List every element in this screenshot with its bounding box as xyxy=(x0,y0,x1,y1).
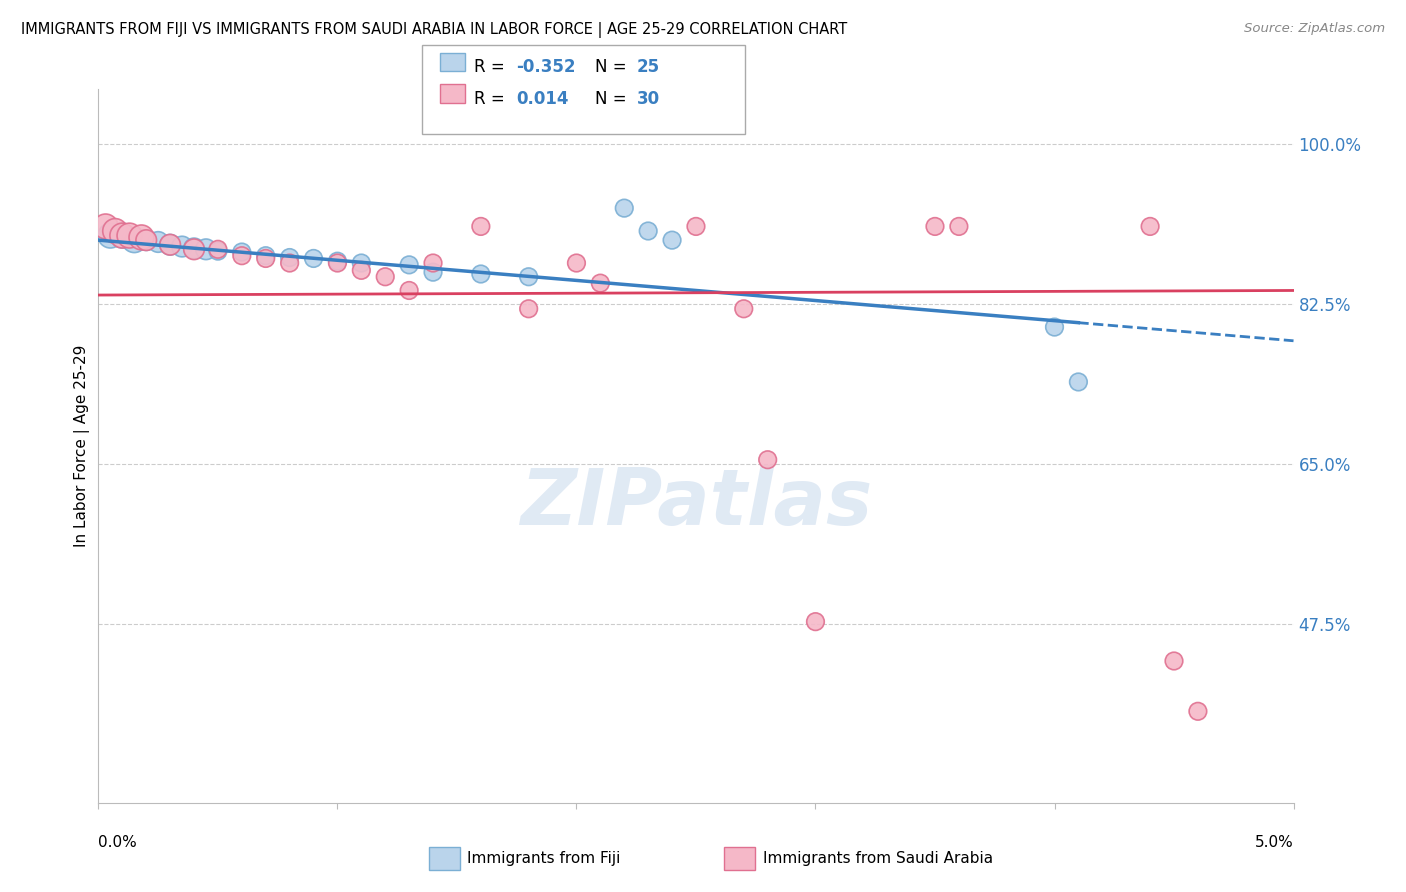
Point xyxy=(733,301,755,316)
Point xyxy=(470,219,492,234)
Point xyxy=(159,237,181,252)
Point xyxy=(1187,704,1209,718)
Text: R =: R = xyxy=(474,90,505,108)
Point xyxy=(350,263,373,277)
Point xyxy=(326,256,349,270)
Point xyxy=(685,219,707,234)
Point xyxy=(172,239,194,253)
Point xyxy=(422,256,444,270)
Point xyxy=(111,228,134,243)
Point xyxy=(195,242,218,256)
Point xyxy=(1043,320,1066,334)
Text: -0.352: -0.352 xyxy=(516,58,575,76)
Point xyxy=(302,252,325,266)
Text: 0.0%: 0.0% xyxy=(98,835,138,850)
Point xyxy=(124,233,146,247)
Text: 30: 30 xyxy=(637,90,659,108)
Text: Immigrants from Saudi Arabia: Immigrants from Saudi Arabia xyxy=(763,851,994,865)
Point xyxy=(254,252,277,266)
Point xyxy=(637,224,659,238)
Text: Immigrants from Fiji: Immigrants from Fiji xyxy=(467,851,620,865)
Point xyxy=(135,233,157,247)
Point xyxy=(94,219,117,234)
Point xyxy=(924,219,946,234)
Point xyxy=(207,244,229,259)
Text: Source: ZipAtlas.com: Source: ZipAtlas.com xyxy=(1244,22,1385,36)
Point xyxy=(517,301,540,316)
Point xyxy=(231,249,253,263)
Point xyxy=(104,224,127,238)
Point xyxy=(278,256,301,270)
Point xyxy=(804,615,827,629)
Point xyxy=(135,233,157,247)
Point xyxy=(350,256,373,270)
Point xyxy=(1139,219,1161,234)
Point xyxy=(326,254,349,268)
Point xyxy=(470,267,492,281)
Point xyxy=(231,245,253,260)
Point xyxy=(398,258,420,272)
Text: IMMIGRANTS FROM FIJI VS IMMIGRANTS FROM SAUDI ARABIA IN LABOR FORCE | AGE 25-29 : IMMIGRANTS FROM FIJI VS IMMIGRANTS FROM … xyxy=(21,22,848,38)
Point xyxy=(118,228,141,243)
Text: N =: N = xyxy=(595,90,626,108)
Point xyxy=(254,249,277,263)
Text: R =: R = xyxy=(474,58,505,76)
Text: 0.014: 0.014 xyxy=(516,90,568,108)
Point xyxy=(374,269,396,284)
Text: ZIPatlas: ZIPatlas xyxy=(520,465,872,541)
Point xyxy=(661,233,683,247)
Point xyxy=(1163,654,1185,668)
Point xyxy=(422,265,444,279)
Point xyxy=(948,219,970,234)
Point xyxy=(398,284,420,298)
Text: 5.0%: 5.0% xyxy=(1254,835,1294,850)
Point xyxy=(613,201,636,215)
Point xyxy=(183,242,205,256)
Point xyxy=(278,251,301,265)
Point xyxy=(131,230,153,244)
Point xyxy=(207,242,229,256)
Point xyxy=(565,256,588,270)
Point xyxy=(517,269,540,284)
Point xyxy=(148,235,170,249)
Point xyxy=(100,228,122,243)
Text: N =: N = xyxy=(595,58,626,76)
Point xyxy=(159,237,181,252)
Point xyxy=(1067,375,1090,389)
Y-axis label: In Labor Force | Age 25-29: In Labor Force | Age 25-29 xyxy=(75,345,90,547)
Point xyxy=(183,241,205,255)
Point xyxy=(111,228,134,243)
Point xyxy=(756,452,779,467)
Point xyxy=(589,276,612,290)
Text: 25: 25 xyxy=(637,58,659,76)
